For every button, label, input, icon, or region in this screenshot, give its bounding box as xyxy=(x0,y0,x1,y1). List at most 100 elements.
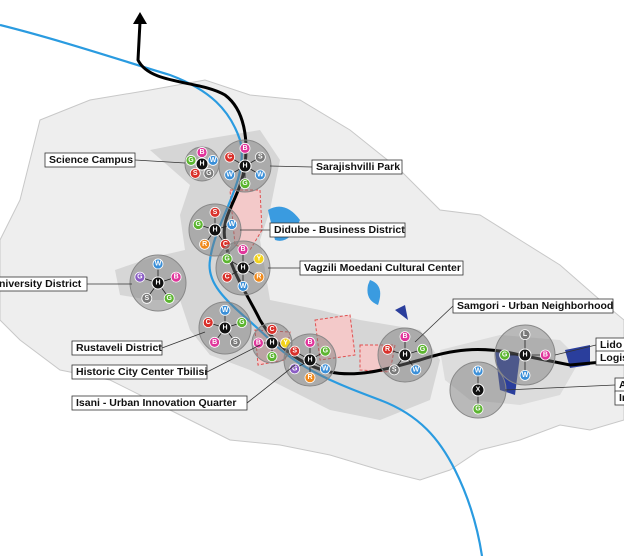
district-label: Isani - Urban Innovation Quarter xyxy=(76,397,236,409)
leader-line xyxy=(269,165,313,168)
label-box xyxy=(311,159,403,175)
service-node xyxy=(152,258,164,270)
district-label: Science Campus xyxy=(49,154,133,166)
service-letter: W xyxy=(222,307,229,314)
leader-line xyxy=(134,159,186,164)
service-letter: R xyxy=(385,346,390,353)
service-node xyxy=(196,147,208,158)
label-box xyxy=(614,390,624,406)
service-letter: S xyxy=(292,348,297,355)
label-box xyxy=(71,395,248,411)
lake xyxy=(268,206,381,305)
service-letter: G xyxy=(242,180,248,187)
service-node xyxy=(266,351,278,363)
service-node xyxy=(417,343,428,355)
service-letter: R xyxy=(307,374,312,381)
service-letter: W xyxy=(522,372,529,379)
service-node xyxy=(209,206,221,218)
service-letter: G xyxy=(137,274,143,281)
service-letter: L xyxy=(523,331,528,338)
service-letter: G xyxy=(195,221,201,228)
service-letter: W xyxy=(322,365,329,372)
service-letter: S xyxy=(213,209,218,216)
service-node xyxy=(163,293,175,304)
service-node xyxy=(226,219,238,230)
district-label: Sarajishvilli Park xyxy=(316,161,400,173)
service-node xyxy=(410,364,422,376)
service-letter: W xyxy=(412,366,419,373)
service-letter: S xyxy=(258,154,263,161)
hub-center xyxy=(471,383,485,397)
district-label: niversity District xyxy=(0,278,82,290)
service-letter: S xyxy=(392,366,397,373)
service-node xyxy=(185,155,197,166)
leader-line xyxy=(206,344,261,373)
service-letter: G xyxy=(292,365,298,372)
service-node xyxy=(237,280,249,292)
service-node xyxy=(499,349,511,361)
leader-line xyxy=(554,344,597,356)
service-letter: B xyxy=(256,340,261,347)
leader-line xyxy=(246,364,296,404)
label-box xyxy=(299,260,464,276)
service-node xyxy=(207,155,219,166)
label-box xyxy=(595,350,624,366)
hub-center xyxy=(238,159,252,173)
urban-area xyxy=(115,130,440,420)
service-letter: W xyxy=(210,157,217,164)
service-letter: B xyxy=(242,145,247,152)
service-node xyxy=(472,403,484,415)
service-letter: C xyxy=(225,274,230,281)
district-label: Lido xyxy=(600,339,622,351)
leader-line xyxy=(414,305,454,343)
service-node xyxy=(399,331,411,343)
service-letter: W xyxy=(155,260,162,267)
hub-letter: H xyxy=(240,265,245,272)
service-node xyxy=(224,151,236,163)
river xyxy=(0,23,484,556)
service-letter: S xyxy=(144,295,149,302)
hub-center xyxy=(195,157,209,171)
service-node xyxy=(170,271,182,283)
service-node xyxy=(189,167,201,179)
label-box xyxy=(0,276,88,292)
service-letter: W xyxy=(475,367,482,374)
hub-letter: H xyxy=(307,357,312,364)
hub-center xyxy=(303,353,317,367)
service-letter: G xyxy=(269,353,275,360)
service-node xyxy=(236,317,248,328)
service-node xyxy=(134,271,146,283)
service-letter: B xyxy=(212,339,217,346)
service-node xyxy=(209,336,221,348)
leader-line xyxy=(161,331,206,349)
service-node xyxy=(252,337,264,349)
service-letter: W xyxy=(226,171,233,178)
hub-center xyxy=(265,336,279,350)
service-letter: S xyxy=(193,170,198,177)
service-letter: B xyxy=(174,274,179,281)
service-node xyxy=(192,219,204,230)
service-node xyxy=(253,271,265,283)
service-letter: C xyxy=(206,319,211,326)
service-node xyxy=(239,142,251,154)
service-node xyxy=(239,178,251,190)
service-letter: B xyxy=(199,149,204,156)
district-label: Samgori - Urban Neighborhood xyxy=(457,300,613,312)
label-box xyxy=(71,340,163,356)
hub-center xyxy=(398,348,412,362)
service-node xyxy=(472,365,484,377)
hub-letter: H xyxy=(522,352,527,359)
service-letter: R xyxy=(256,274,261,281)
service-node xyxy=(221,253,233,265)
hub-center xyxy=(218,321,232,335)
hub-letter: H xyxy=(242,163,247,170)
service-node xyxy=(141,293,153,304)
service-node xyxy=(388,364,400,376)
hub-letter: H xyxy=(155,280,160,287)
service-letter: W xyxy=(257,171,264,178)
service-letter: G xyxy=(323,348,329,355)
district-label: Vagzili Moedani Cultural Center xyxy=(304,262,461,274)
hub-letter: H xyxy=(212,227,217,234)
service-letter: Y xyxy=(257,255,262,262)
